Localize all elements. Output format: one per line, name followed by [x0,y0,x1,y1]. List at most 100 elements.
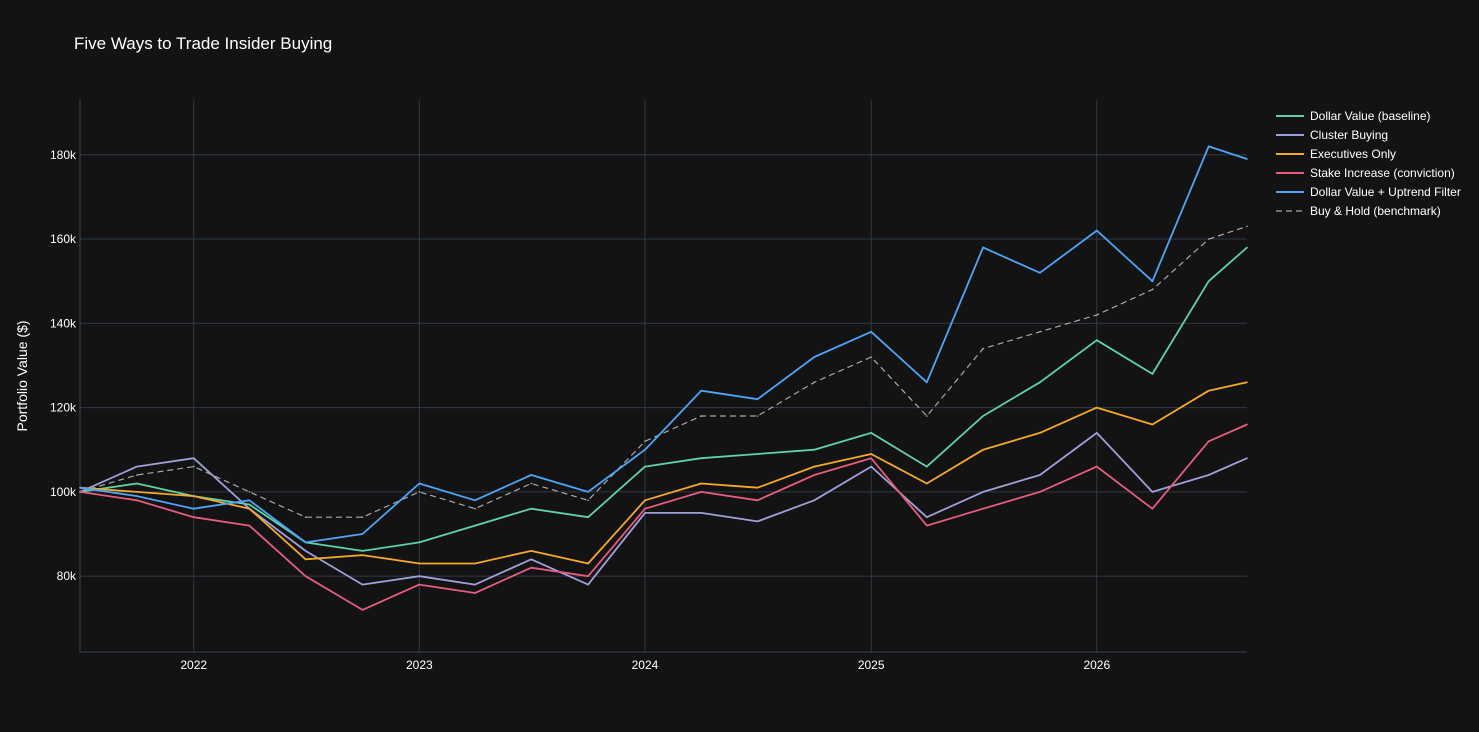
data-point [361,609,364,611]
data-point [361,554,364,556]
legend-item[interactable]: Stake Increase (conviction) [1276,166,1455,180]
data-point [136,495,138,497]
data-point [192,507,195,510]
data-point [587,491,589,493]
data-point [1246,225,1248,228]
data-point [982,507,984,510]
data-point [700,512,703,514]
data-point [756,499,759,502]
data-point [587,516,589,518]
data-point [474,524,476,527]
data-point [1095,432,1098,434]
series-line-3 [79,381,1248,565]
data-point [644,465,646,468]
data-point [644,440,646,443]
data-point [304,516,307,518]
data-point [1095,406,1098,409]
data-point [926,465,928,468]
data-point [813,474,816,476]
data-point [870,330,872,333]
data-point [304,541,307,544]
series-line-4 [79,423,1248,611]
data-point [587,499,589,502]
data-point [361,583,364,586]
legend-label: Buy & Hold (benchmark) [1310,204,1441,218]
data-point [926,516,928,518]
data-point [530,482,533,485]
data-point [248,524,251,527]
legend[interactable]: Dollar Value (baseline) Cluster Buying Exe… [1276,109,1461,218]
legend-label: Cluster Buying [1310,128,1388,142]
data-point [304,550,307,552]
data-point [1095,465,1098,468]
data-point [870,432,872,434]
data-point [813,356,816,358]
data-point [1151,423,1154,426]
data-point [982,415,984,417]
data-point [813,465,816,468]
data-point [474,507,476,510]
data-point [474,592,476,594]
data-point [530,550,533,552]
data-point [418,583,421,586]
data-point [756,520,759,523]
data-point [1039,271,1041,274]
legend-item[interactable]: Executives Only [1276,147,1396,161]
data-point [813,499,816,502]
x-tick-label: 2023 [406,658,433,672]
data-point [1246,246,1248,249]
data-point [1039,491,1041,493]
legend-item[interactable]: Dollar Value (baseline) [1276,109,1431,123]
legend-label: Executives Only [1310,147,1396,161]
legend-label: Stake Increase (conviction) [1310,166,1455,180]
grid [80,100,1247,652]
data-point [474,499,476,502]
data-point [700,491,703,493]
data-point [136,474,138,476]
series-line-1 [79,246,1248,552]
data-point [1039,474,1041,476]
data-point [756,415,759,417]
data-point [192,495,195,497]
data-point [361,533,364,535]
data-point [926,482,928,485]
data-point [248,499,251,502]
data-point [79,486,81,489]
data-point [418,562,421,565]
data-point [474,562,476,565]
data-point [700,482,703,485]
data-point [1151,288,1154,291]
data-point [982,347,984,350]
data-point [644,448,646,451]
data-point [1207,389,1210,392]
data-point [1151,373,1154,375]
data-point [644,512,646,514]
data-point [192,516,195,518]
y-tick-label: 120k [50,401,77,415]
legend-item[interactable]: Buy & Hold (benchmark) [1276,204,1441,218]
data-point [982,448,984,451]
data-point [700,415,703,417]
data-point [926,524,928,527]
legend-label: Dollar Value + Uptrend Filter [1310,185,1461,199]
data-point [700,457,703,459]
data-point [1095,339,1098,341]
series-layer [79,145,1248,611]
legend-item[interactable]: Dollar Value + Uptrend Filter [1276,185,1461,199]
data-point [926,381,928,384]
legend-item[interactable]: Cluster Buying [1276,128,1388,142]
x-tick-label: 2024 [632,658,659,672]
data-point [136,499,138,502]
y-tick-label: 160k [50,232,77,246]
data-point [1039,432,1041,434]
data-point [304,575,307,577]
data-point [756,486,759,489]
data-point [1207,280,1210,282]
series-line-6 [79,225,1248,518]
y-tick-label: 140k [50,316,77,330]
data-point [587,583,589,586]
data-point [530,558,533,561]
data-point [1151,280,1154,282]
data-point [1095,229,1098,232]
y-tick-label: 80k [57,569,77,583]
